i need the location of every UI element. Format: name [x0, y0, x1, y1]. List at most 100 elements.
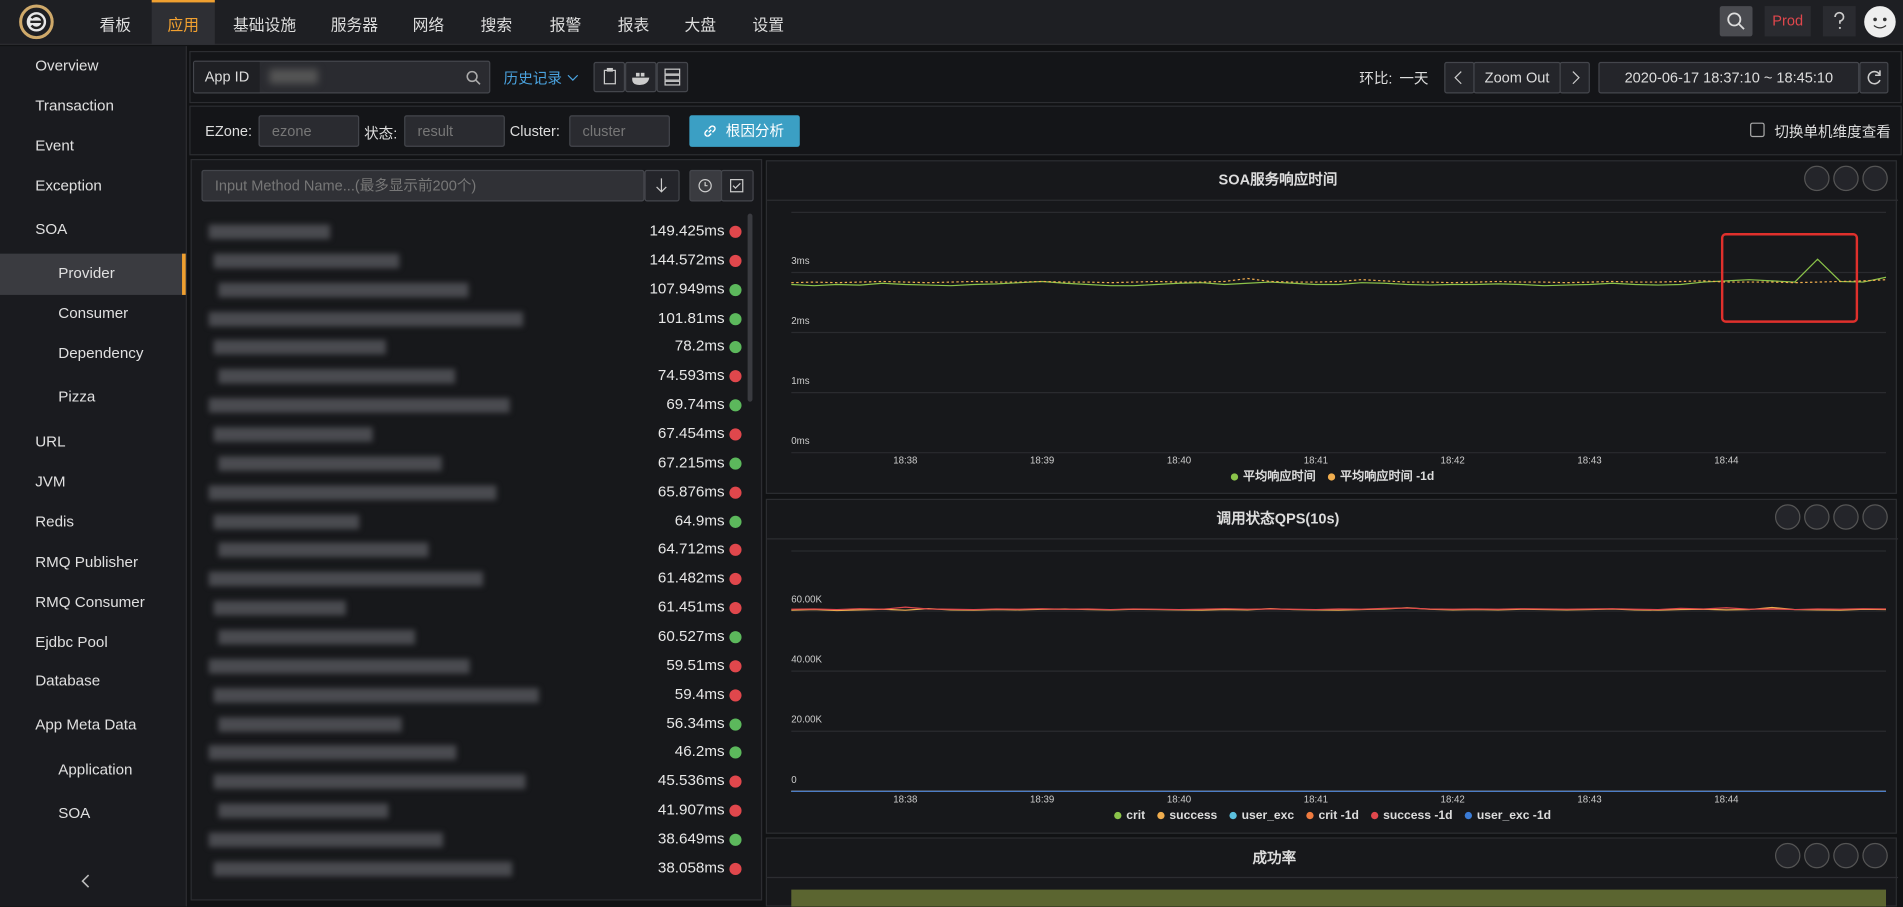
sidebar-item[interactable]: Redis [35, 513, 74, 531]
status-dot [729, 573, 742, 586]
sidebar-item[interactable]: Exception [35, 177, 102, 195]
method-latency[interactable]: 41.907ms [657, 801, 725, 819]
sidebar-item[interactable]: URL [35, 433, 66, 451]
sidebar-item[interactable]: SOA [35, 220, 68, 238]
method-latency[interactable]: 74.593ms [657, 366, 725, 384]
root-cause-button[interactable]: 根因分析 [689, 115, 800, 147]
sidebar-active-bg [0, 253, 186, 295]
time-sort-button[interactable] [689, 169, 723, 202]
sort-button[interactable] [644, 169, 680, 202]
check-button[interactable] [720, 169, 754, 202]
avatar[interactable] [1863, 5, 1897, 39]
server-button[interactable] [656, 61, 689, 93]
sidebar-item[interactable]: Event [35, 137, 74, 155]
method-latency[interactable]: 64.712ms [657, 540, 725, 558]
refresh-button[interactable] [1859, 61, 1889, 94]
method-latency[interactable]: 59.4ms [674, 685, 725, 703]
method-latency[interactable]: 149.425ms [649, 222, 725, 240]
nav-item[interactable]: 服务器 [330, 15, 379, 34]
legend-label: crit [1126, 808, 1145, 822]
nav-item[interactable]: 报表 [617, 15, 650, 34]
nav-item[interactable]: 看板 [99, 15, 132, 34]
nav-item[interactable]: 大盘 [684, 15, 717, 34]
scrollbar[interactable] [747, 213, 753, 402]
compare-value[interactable]: 一天 [1399, 70, 1429, 88]
status-dot [729, 341, 742, 354]
nav-item[interactable]: 基础设施 [233, 15, 297, 34]
sidebar-item[interactable]: Ejdbc Pool [35, 633, 108, 651]
blurred-method-name [213, 687, 539, 703]
method-search[interactable]: Input Method Name...(最多显示前200个) [201, 169, 645, 202]
method-latency[interactable]: 61.482ms [657, 569, 725, 587]
help-button[interactable] [1822, 6, 1856, 37]
method-latency[interactable]: 38.649ms [657, 830, 725, 848]
sidebar-item[interactable]: Provider [58, 264, 115, 282]
legend-label: user_exc -1d [1477, 808, 1551, 822]
nav-item[interactable]: 设置 [752, 15, 785, 34]
switch-checkbox[interactable] [1750, 122, 1765, 138]
sidebar-item[interactable]: Database [35, 672, 101, 690]
clipboard-button[interactable] [593, 61, 626, 93]
top-nav: Prod 看板 应用 基础设施 服务器 网络 搜索 报警 报表 大盘 设置 [0, 0, 1903, 45]
sidebar-item[interactable]: SOA [58, 804, 91, 822]
prev-button[interactable] [1444, 61, 1475, 94]
collapse-icon[interactable] [78, 873, 95, 890]
nav-item[interactable]: 应用 [167, 15, 200, 34]
history-dropdown[interactable]: 历史记录 [504, 68, 580, 89]
nav-item[interactable]: 报警 [549, 15, 582, 34]
next-button[interactable] [1559, 61, 1590, 94]
blurred-method-name [218, 456, 442, 471]
status-label: 状态: [364, 125, 398, 142]
status-dot [729, 718, 742, 731]
status-dot [729, 544, 742, 557]
method-latency[interactable]: 69.74ms [666, 395, 725, 413]
sidebar-item[interactable]: Transaction [35, 97, 114, 115]
search-button[interactable] [1719, 6, 1753, 37]
method-latency[interactable]: 64.9ms [674, 511, 725, 529]
method-latency[interactable]: 56.34ms [666, 714, 725, 732]
method-latency[interactable]: 38.058ms [657, 859, 725, 877]
sidebar-item[interactable]: RMQ Consumer [35, 593, 145, 611]
method-latency[interactable]: 46.2ms [674, 743, 725, 761]
method-latency[interactable]: 67.454ms [657, 424, 725, 442]
docker-button[interactable] [625, 61, 657, 93]
area-fill [791, 889, 1887, 907]
status-dot [729, 602, 742, 615]
app-id-field[interactable]: App ID [192, 60, 491, 94]
sidebar-item[interactable]: Consumer [58, 304, 129, 322]
zoom-out-button[interactable]: Zoom Out [1473, 61, 1561, 94]
nav-item[interactable]: 网络 [412, 15, 445, 34]
sidebar-item[interactable]: App Meta Data [35, 716, 137, 734]
method-latency[interactable]: 101.81ms [657, 308, 725, 326]
status-dot [729, 254, 742, 267]
time-range[interactable]: 2020-06-17 18:37:10 ~ 18:45:10 [1598, 61, 1860, 94]
method-latency[interactable]: 67.215ms [657, 453, 725, 471]
method-latency[interactable]: 107.949ms [649, 280, 725, 298]
sidebar-item[interactable]: Pizza [58, 388, 96, 406]
x-tick-label: 18:38 [893, 456, 917, 467]
blurred-method-name [208, 832, 443, 848]
sidebar-item[interactable]: RMQ Publisher [35, 553, 139, 571]
method-latency[interactable]: 61.451ms [657, 598, 725, 616]
sidebar-item[interactable]: Overview [35, 57, 99, 75]
method-latency[interactable]: 60.527ms [657, 627, 725, 645]
sidebar-item[interactable]: Application [58, 760, 133, 778]
nav-item[interactable]: 搜索 [480, 15, 513, 34]
cluster-input[interactable]: cluster [569, 115, 670, 147]
method-latency[interactable]: 65.876ms [657, 482, 725, 500]
method-latency[interactable]: 59.51ms [666, 656, 725, 674]
status-input[interactable]: result [404, 115, 505, 147]
sidebar-item[interactable]: Dependency [58, 344, 144, 362]
method-latency[interactable]: 78.2ms [674, 337, 725, 355]
x-tick-label: 18:42 [1441, 794, 1465, 805]
sidebar-item[interactable]: JVM [35, 473, 66, 491]
method-latency[interactable]: 45.536ms [657, 772, 725, 790]
env-badge[interactable]: Prod [1764, 6, 1811, 37]
series-line [791, 606, 1887, 611]
filter-bar: EZone: ezone 状态: result Cluster: cluster… [189, 105, 1902, 156]
method-latency[interactable]: 144.572ms [649, 251, 725, 269]
blurred-method-name [208, 311, 524, 326]
blurred-method-name [208, 745, 457, 761]
ezone-input[interactable]: ezone [258, 115, 360, 147]
status-dot [729, 775, 742, 789]
